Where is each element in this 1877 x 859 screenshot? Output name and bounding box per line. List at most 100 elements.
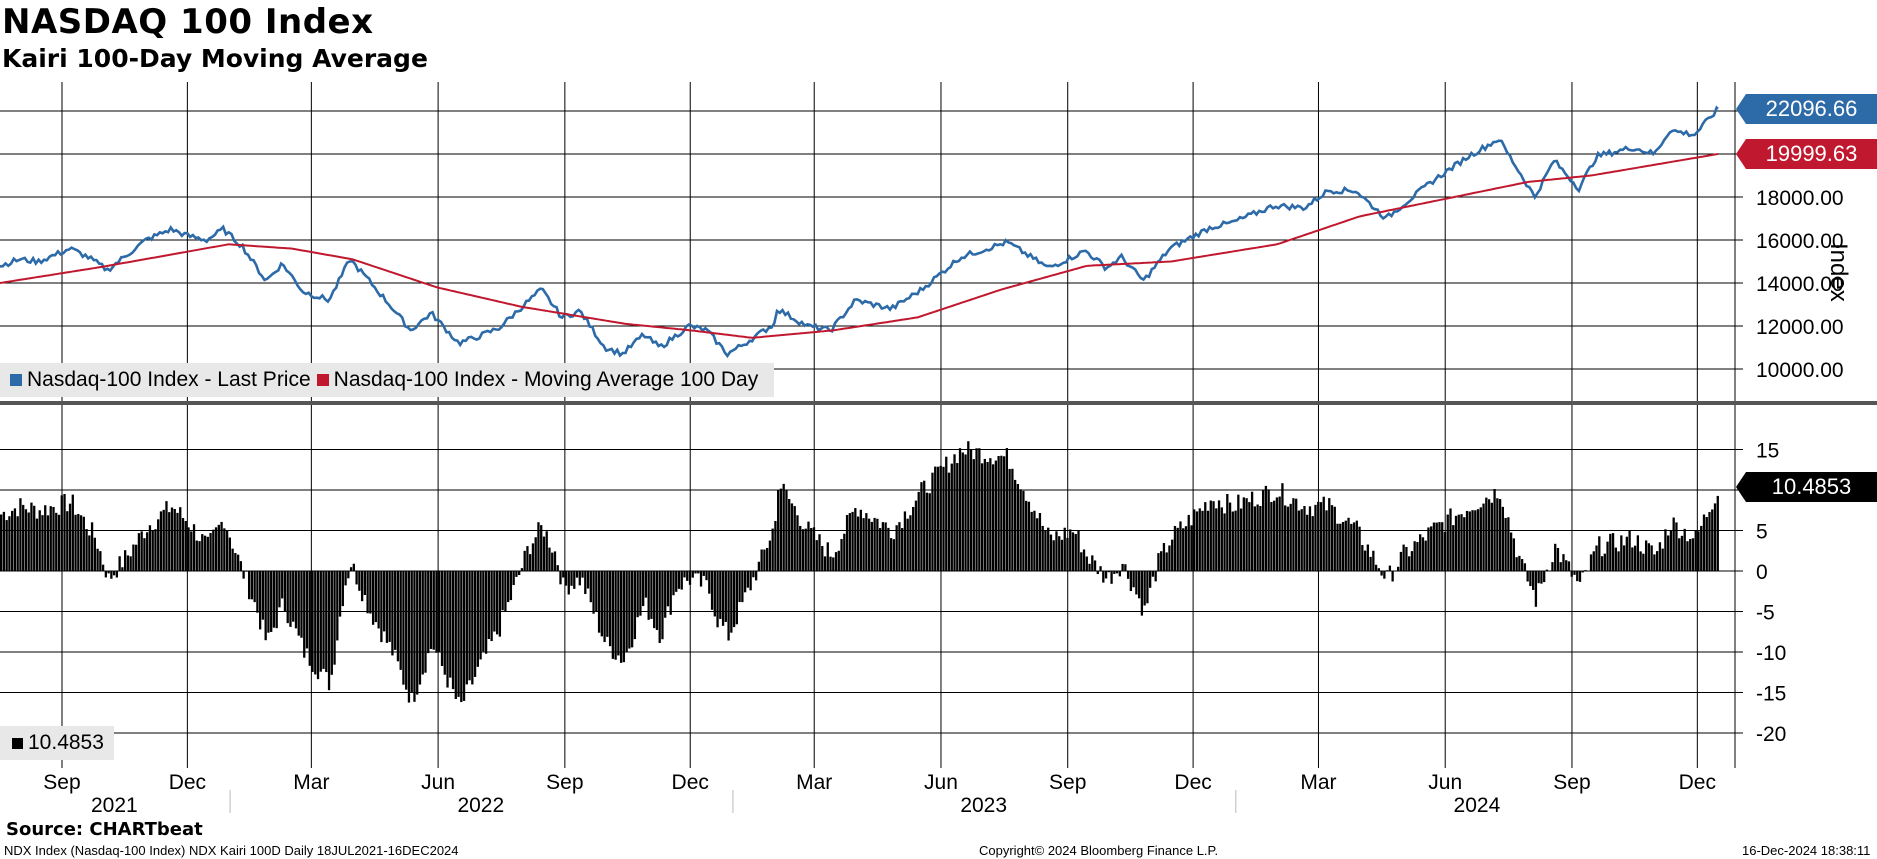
kairi-bar	[677, 571, 681, 589]
kairi-bar	[1421, 537, 1425, 571]
kairi-bar	[1347, 517, 1350, 571]
kairi-bar	[1124, 564, 1127, 571]
kairi-bar	[358, 571, 361, 591]
kairi-bar	[1691, 538, 1695, 571]
kairi-bar	[96, 548, 99, 571]
kairi-bar	[1661, 548, 1664, 571]
kairi-bar	[1490, 502, 1493, 571]
kairi-bar	[719, 571, 722, 619]
kairi-bar	[606, 571, 609, 637]
kairi-bar	[0, 514, 3, 571]
kairi-bar	[256, 571, 259, 613]
kairi-bar	[209, 532, 212, 571]
kairi-bar	[619, 571, 623, 663]
kairi-bar	[82, 516, 85, 571]
legend-swatch-blue	[10, 374, 22, 386]
kairi-bar	[774, 520, 777, 571]
kairi-bar	[1614, 547, 1617, 571]
kairi-bar	[848, 513, 851, 571]
kairi-bar	[1135, 571, 1138, 595]
kairi-bar	[281, 571, 284, 599]
kairi-bar	[950, 463, 953, 571]
kairi-bar	[642, 571, 645, 607]
kairi-bar	[1705, 517, 1708, 571]
kairi-bar	[429, 571, 433, 649]
kairi-bar	[840, 539, 843, 571]
kairi-bar	[559, 571, 562, 585]
price-lines	[0, 105, 1719, 359]
kairi-bar	[27, 512, 30, 571]
kairi-bar	[316, 571, 320, 680]
kairi-bar	[217, 524, 220, 571]
kairi-bar	[768, 540, 772, 571]
kairi-bar	[743, 571, 747, 593]
kairi-bar	[1063, 527, 1066, 571]
kairi-bar	[1496, 498, 1499, 571]
kairi-bar	[1628, 530, 1631, 571]
kairi-bar	[66, 511, 69, 571]
kairi-bar	[699, 571, 703, 587]
year-tick-label: 2024	[1454, 794, 1501, 817]
kairi-bar	[165, 501, 168, 571]
kairi-bar	[476, 571, 479, 667]
kairi-bar	[184, 520, 187, 571]
kairi-bar	[451, 571, 455, 690]
moving-average-badge: 19999.63	[1736, 139, 1877, 169]
kairi-bar	[939, 465, 942, 571]
kairi-bar	[815, 540, 818, 571]
kairi-bar	[1319, 502, 1323, 571]
kairi-bar	[336, 571, 339, 641]
kairi-bar	[895, 525, 898, 571]
kairi-bar	[518, 571, 521, 576]
kairi-bar	[727, 571, 730, 641]
kairi-bar	[498, 571, 502, 637]
kairi-bar	[1639, 551, 1642, 571]
kairi-bar	[754, 571, 758, 581]
month-tick-label: Dec	[1174, 771, 1211, 794]
kairi-bar	[46, 515, 50, 571]
kairi-bar	[1080, 552, 1083, 571]
kairi-bar	[771, 528, 774, 571]
kairi-bar	[782, 483, 785, 571]
kairi-bar	[545, 531, 548, 571]
kairi-bar	[878, 528, 882, 571]
kairi-bar	[1259, 506, 1262, 571]
kairi-bar	[1408, 556, 1411, 571]
kairi-bar	[311, 571, 314, 672]
kairi-bar	[1151, 571, 1155, 577]
kairi-bar	[325, 571, 328, 673]
kairi-tick-label: -5	[1756, 602, 1775, 625]
kairi-bar	[553, 551, 557, 571]
kairi-bar	[283, 571, 287, 612]
kairi-bar	[49, 506, 52, 571]
kairi-bar	[198, 541, 201, 571]
kairi-bar	[101, 564, 105, 571]
kairi-bar	[1487, 499, 1491, 571]
kairi-bar	[1339, 523, 1342, 571]
kairi-bar	[1074, 534, 1077, 571]
kairi-bar	[1058, 536, 1061, 571]
kairi-bar	[286, 571, 289, 624]
kairi-bar	[1190, 525, 1193, 571]
kairi-bar	[523, 550, 526, 571]
kairi-bar	[1137, 571, 1141, 599]
kairi-bar	[1642, 553, 1645, 571]
kairi-bar	[760, 549, 763, 571]
kairi-bar	[1446, 514, 1449, 571]
kairi-bar	[1179, 521, 1182, 571]
kairi-bar	[1573, 571, 1576, 575]
kairi-bar	[655, 571, 659, 631]
kairi-bar	[1049, 534, 1053, 571]
kairi-bar	[405, 571, 408, 690]
year-tick-label: 2021	[91, 794, 138, 817]
kairi-bar	[636, 571, 639, 618]
kairi-bar	[195, 540, 198, 571]
kairi-bar	[1322, 496, 1325, 571]
kairi-bar	[1595, 545, 1598, 571]
kairi-bar	[501, 571, 504, 611]
kairi-bar	[173, 508, 176, 571]
kairi-bar	[884, 522, 887, 571]
kairi-bar	[1534, 571, 1538, 607]
kairi-bar	[57, 514, 61, 571]
kairi-bar	[1708, 512, 1711, 571]
